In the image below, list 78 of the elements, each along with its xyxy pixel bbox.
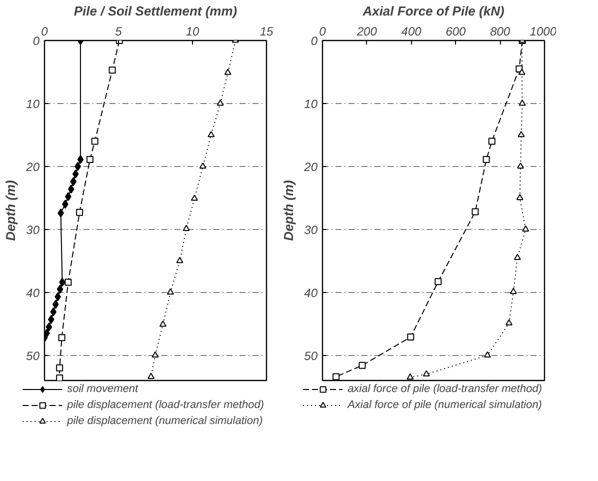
y-tick-label: 30 <box>304 222 318 237</box>
point <box>50 307 57 316</box>
point <box>516 194 524 200</box>
y-tick-label: 20 <box>25 160 40 174</box>
point <box>406 373 414 380</box>
point <box>482 156 490 163</box>
point <box>182 224 190 231</box>
x-tick-label: 200 <box>356 24 378 38</box>
y-axis-title: Depth (m) <box>281 180 296 241</box>
point <box>148 372 155 379</box>
x-axis-title: Axial Force of Pile (kN) <box>362 4 504 18</box>
x-axis-title: Pile / Soil Settlement (mm) <box>74 4 238 18</box>
y-tick-label: 10 <box>26 96 40 111</box>
point <box>58 334 66 342</box>
x-tick-label: 15 <box>260 24 274 38</box>
point <box>518 68 526 75</box>
y-tick-label: 0 <box>310 34 318 48</box>
point <box>514 254 521 260</box>
y-tick-label: 20 <box>303 160 318 174</box>
y-tick-label: 0 <box>32 34 40 48</box>
point <box>518 130 525 138</box>
x-tick-label: 1000 <box>530 24 557 38</box>
x-tick-label: 5 <box>115 24 122 38</box>
point <box>484 351 491 358</box>
point <box>518 100 526 106</box>
point <box>56 284 64 294</box>
y-axis-title: Depth (m) <box>3 180 18 241</box>
point <box>358 362 366 369</box>
point <box>407 334 414 341</box>
point <box>56 364 64 372</box>
point <box>522 225 530 232</box>
point <box>86 156 94 163</box>
x-tick-label: 600 <box>446 24 466 38</box>
point <box>434 278 442 286</box>
point <box>472 208 479 216</box>
y-tick-label: 40 <box>26 286 40 300</box>
y-tick-label: 40 <box>304 286 318 300</box>
legend-label: Axial force of pile (numerical simulation) <box>348 398 542 412</box>
point <box>70 177 77 186</box>
point <box>108 66 116 74</box>
point <box>76 208 84 216</box>
x-tick-label: 0 <box>319 24 326 38</box>
y-tick-label: 10 <box>304 96 318 111</box>
point <box>332 373 340 380</box>
point <box>422 370 430 376</box>
point <box>176 256 184 264</box>
x-tick-label: 0 <box>41 24 48 38</box>
x-tick-label: 400 <box>401 24 422 38</box>
point <box>77 155 84 164</box>
y-tick-label: 50 <box>26 348 40 363</box>
point <box>216 100 224 106</box>
point <box>72 169 79 178</box>
point <box>190 194 198 201</box>
point <box>48 314 54 324</box>
point <box>208 130 215 138</box>
x-tick-label: 10 <box>186 24 200 38</box>
point <box>505 319 512 326</box>
point <box>46 322 52 332</box>
point <box>224 68 232 75</box>
point <box>91 138 98 145</box>
point <box>488 138 496 145</box>
x-tick-label: 800 <box>490 24 510 38</box>
legend-label: axial force of pile (load-transfer method) <box>348 382 542 396</box>
point <box>152 351 159 358</box>
point <box>56 374 64 380</box>
y-tick-label: 50 <box>304 348 318 363</box>
point <box>64 278 72 286</box>
point <box>510 288 517 294</box>
point <box>68 184 74 194</box>
legend-label: pile displacement (numerical simulation) <box>67 414 263 428</box>
legend-label: pile displacement (load-transfer method) <box>67 398 264 412</box>
point <box>52 300 59 309</box>
point <box>166 288 174 295</box>
point <box>517 162 524 169</box>
legend-label: soil movement <box>67 382 138 396</box>
y-tick-label: 30 <box>26 222 40 237</box>
point <box>159 320 166 327</box>
point <box>199 162 206 169</box>
